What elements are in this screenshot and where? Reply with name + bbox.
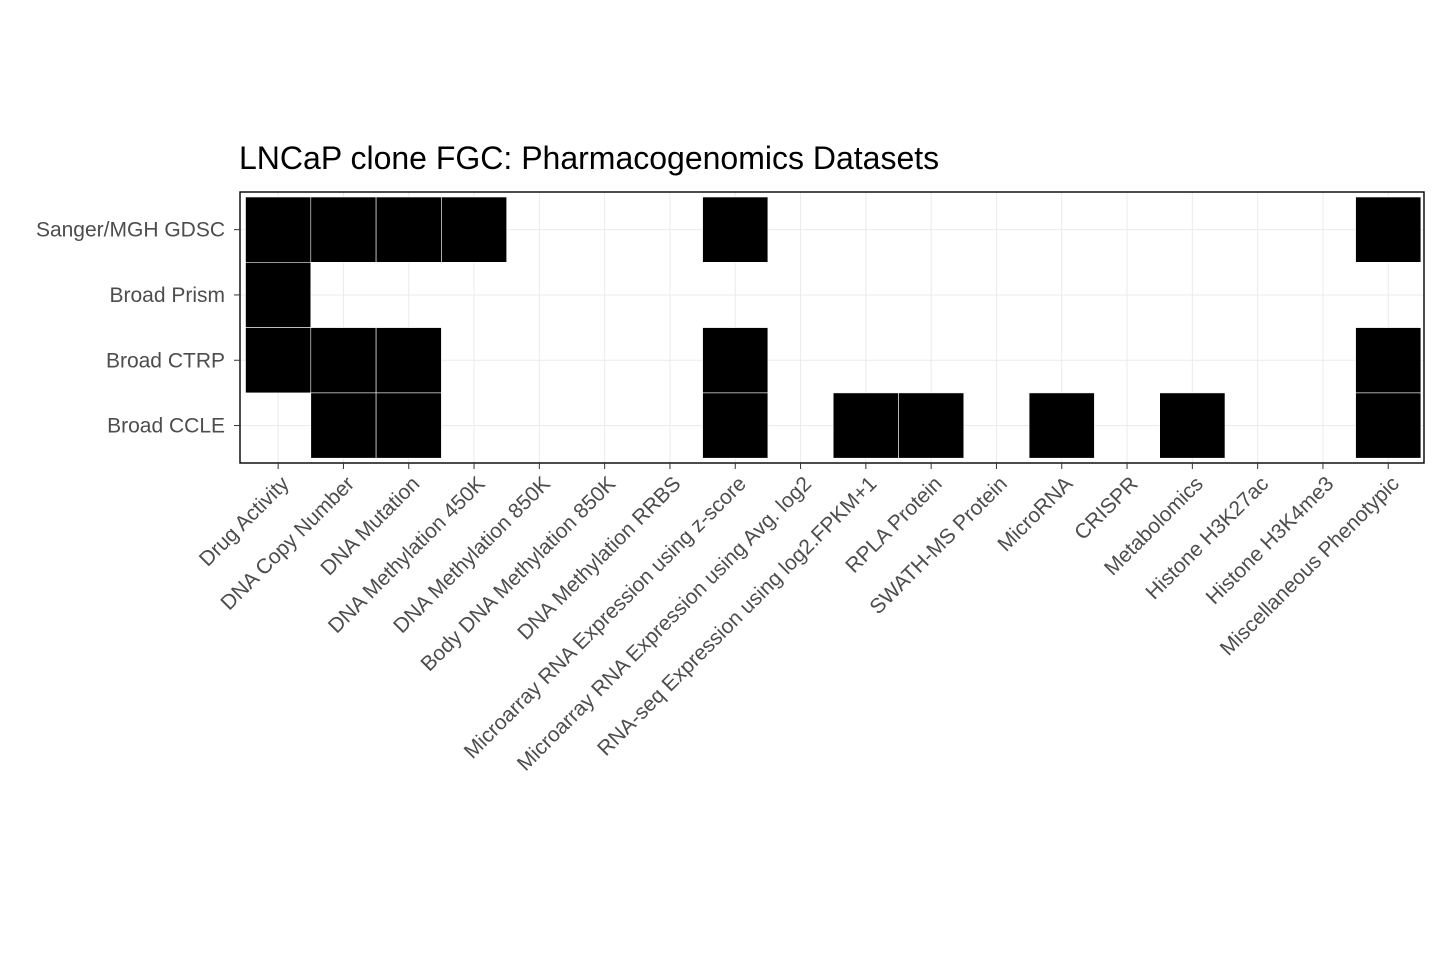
heatmap-cell [245, 261, 312, 328]
heatmap-cell [375, 196, 442, 263]
heatmap-cell [702, 392, 769, 459]
heatmap-cell [310, 392, 377, 459]
heatmap-cell [310, 327, 377, 394]
panel-border [239, 191, 1425, 464]
heatmap-cell [441, 196, 507, 263]
heatmap-cell [375, 392, 442, 459]
y-tick-label: Broad CTRP [106, 349, 225, 372]
heatmap-cell [702, 196, 769, 263]
heatmap-cell [702, 327, 769, 394]
heatmap-cell [245, 196, 312, 263]
heatmap-cell [832, 392, 899, 459]
x-tick-label: Histone H3K27ac [1141, 472, 1273, 604]
heatmap-cell [1355, 327, 1422, 394]
chart-title: LNCaP clone FGC: Pharmacogenomics Datase… [239, 140, 939, 176]
y-tick-label: Broad CCLE [107, 415, 225, 438]
heatmap-cell [1159, 392, 1226, 459]
heatmap-cell [1355, 392, 1422, 459]
y-tick-label: Broad Prism [109, 284, 225, 307]
heatmap-cell [1355, 196, 1422, 263]
axis-ticks [234, 229, 1389, 469]
heatmap-cells [245, 196, 1422, 459]
heatmap-cell [245, 327, 312, 394]
heatmap-cell [310, 196, 377, 263]
heatmap-cell [375, 327, 442, 394]
heatmap-cell [1028, 392, 1095, 459]
heatmap-cell [898, 392, 965, 459]
y-axis-tick-labels: Sanger/MGH GDSC Broad Prism Broad CTRP Broa… [36, 219, 225, 438]
y-tick-label: Sanger/MGH GDSC [36, 219, 225, 242]
